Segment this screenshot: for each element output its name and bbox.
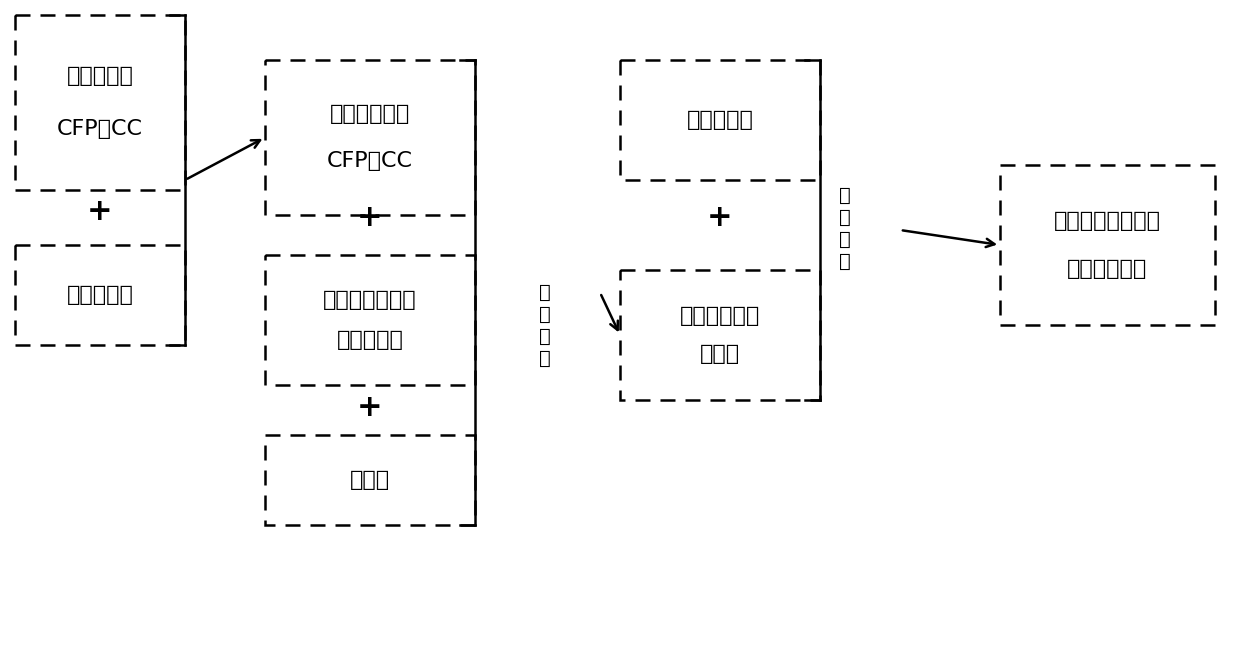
- Text: 磷: 磷: [839, 185, 851, 204]
- Text: 熔: 熔: [539, 283, 551, 302]
- Bar: [999, 165, 1215, 325]
- Text: 理: 理: [839, 252, 851, 271]
- Text: 盐: 盐: [539, 304, 551, 323]
- Text: CFP或CC: CFP或CC: [327, 150, 413, 171]
- Text: 掺杂的碳化钼: 掺杂的碳化钼: [680, 306, 760, 325]
- Text: 钼源、炭黑和杂: 钼源、炭黑和杂: [324, 290, 417, 311]
- Bar: [620, 270, 820, 400]
- Bar: [620, 60, 820, 180]
- Bar: [265, 435, 475, 525]
- Text: 多杂原子共掺杂的: 多杂原子共掺杂的: [1054, 211, 1161, 231]
- Text: +: +: [357, 394, 383, 422]
- Text: 次亚磷酸钠: 次亚磷酸钠: [687, 110, 754, 130]
- Text: 碳化钼催化剂: 碳化钼催化剂: [1068, 259, 1148, 279]
- Text: CFP或CC: CFP或CC: [57, 119, 143, 139]
- Bar: [15, 245, 185, 345]
- Text: 化: 化: [839, 208, 851, 227]
- Text: 合: 合: [539, 327, 551, 346]
- Text: 硝酸盐负载的: 硝酸盐负载的: [330, 104, 410, 124]
- Text: 处: 处: [839, 229, 851, 248]
- Text: 成: 成: [539, 348, 551, 367]
- Text: 预处理后的: 预处理后的: [67, 66, 134, 86]
- Text: 原子掺杂剂: 原子掺杂剂: [336, 330, 403, 350]
- Text: +: +: [357, 204, 383, 233]
- Text: +: +: [87, 198, 113, 227]
- Text: 无机盐: 无机盐: [350, 470, 391, 490]
- Bar: [265, 60, 475, 215]
- Bar: [15, 15, 185, 190]
- Text: +: +: [707, 204, 733, 233]
- Bar: [265, 255, 475, 385]
- Text: 硝酸盐浸泡: 硝酸盐浸泡: [67, 285, 134, 305]
- Text: 催化剂: 催化剂: [699, 344, 740, 365]
